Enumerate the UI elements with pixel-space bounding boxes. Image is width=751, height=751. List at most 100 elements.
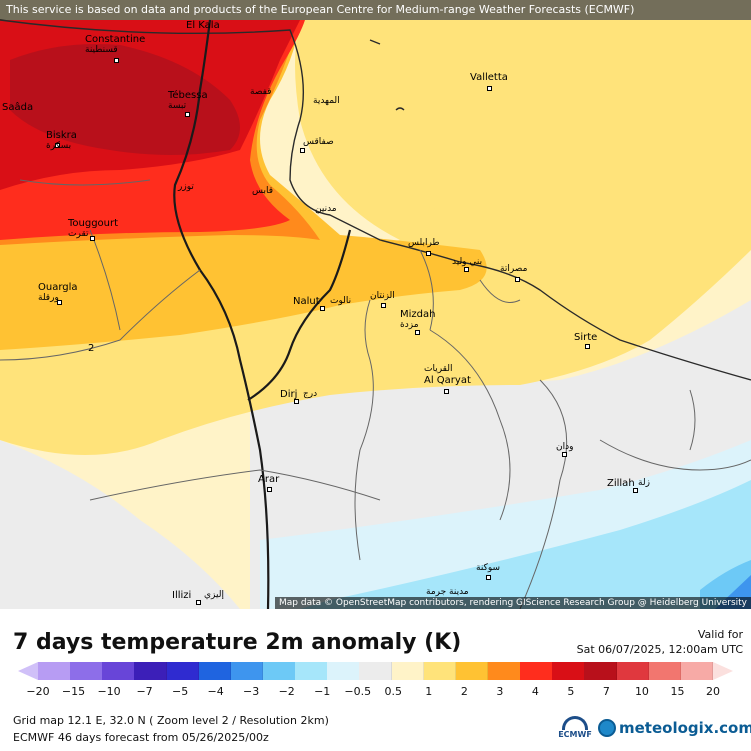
city-label-gafsa[interactable]: قفصة [250,87,272,97]
legend-tick-label: 5 [567,685,575,698]
legend-swatch [423,662,457,680]
anomaly-band-sea-yellow [310,20,751,240]
city-marker [300,148,305,153]
anomaly-band-grey-west [0,440,240,609]
legend-tick-label: 0.5 [384,685,403,698]
legend-swatch [584,662,618,680]
legend-high-cap [713,662,733,680]
city-label-zillah-ar[interactable]: زلة [638,478,650,488]
legend-tick-label: 3 [496,685,504,698]
city-label-arar[interactable]: Arar [258,474,280,485]
legend-low-cap [18,662,38,680]
ecmwf-logo[interactable]: ECMWF [555,716,595,739]
legend-swatch [70,662,103,680]
city-label-mizdah[interactable]: Mizdah مزدة [400,309,436,330]
city-marker [487,86,492,91]
grid-info: Grid map 12.1 E, 32.0 N ( Zoom level 2 /… [13,714,329,727]
legend-swatch [520,662,553,680]
city-label-nalut-ar[interactable]: نالوت [330,296,352,306]
city-marker [90,236,95,241]
legend-tick-label: −7 [136,685,153,698]
legend-swatch [166,662,200,680]
city-label-tebessa[interactable]: Tébessa تبسة [168,90,208,111]
legend-swatch [263,662,296,680]
legend-tick-label: 15 [670,685,685,698]
city-label-illizi-ar[interactable]: إليزي [204,590,224,600]
city-label-zintan[interactable]: الزنتان [370,291,395,301]
contour-label: 2 [88,343,95,354]
city-marker [585,344,590,349]
anomaly-field [0,19,751,609]
city-label-sirte[interactable]: Sirte [574,332,598,343]
legend-swatch [680,662,714,680]
city-marker [185,112,190,117]
city-marker [444,389,449,394]
ecmwf-arc-icon [562,716,588,730]
city-label-tripoli[interactable]: طرابلس [408,238,440,248]
legend-tick-label: 20 [706,685,720,698]
legend-swatch [488,662,521,680]
temperature-anomaly-map[interactable]: This service is based on data and produc… [0,0,751,609]
city-marker [426,251,431,256]
osm-attribution: Map data © OpenStreetMap contributors, r… [275,597,751,609]
city-label-sokna[interactable]: سوكنة [476,563,501,573]
anomaly-band-darkest-red [10,44,240,155]
city-marker [486,575,491,580]
city-label-tozeur[interactable]: توزر [178,182,194,192]
valid-value: Sat 06/07/2025, 12:00am UTC [576,643,743,656]
map-title: 7 days temperature 2m anomaly (K) [13,630,462,655]
city-marker [114,58,119,63]
city-marker [415,330,420,335]
city-label-zillah[interactable]: Zillah [607,478,635,489]
city-label-bani-walid[interactable]: بني وليد [452,257,483,267]
city-marker [294,399,299,404]
legend-tick-label: 10 [634,685,649,698]
city-label-misrata[interactable]: مصراتة [500,264,528,274]
anomaly-band-light-blue [300,480,751,609]
national-borders [173,19,352,609]
city-label-illizi[interactable]: Illizi [172,590,192,601]
legend-swatch [455,662,489,680]
legend-tick-label: −10 [97,685,121,698]
color-legend: −20 −15 −10 −7 −5 −4 −3 −2 −1 −0.5 0.5 1 2 3 4 5 7 10 15 20 [0,662,751,702]
legend-swatch [391,662,425,680]
valid-label: Valid for [697,628,743,641]
city-label-dirj-ar[interactable]: درج [303,389,318,399]
city-marker [562,452,567,457]
city-label-saada[interactable]: Saâda [2,102,34,113]
coastlines [0,19,751,381]
city-label-germa[interactable]: مدينة جرمة [426,587,469,597]
legend-tick-label: −20 [26,685,50,698]
city-label-valletta[interactable]: Valletta [470,72,508,83]
city-label-biskra[interactable]: Biskra بسكرة [46,130,77,151]
city-marker [196,600,201,605]
legend-swatch [616,662,650,680]
legend-tick-label: −5 [171,685,189,698]
city-label-al-qaryat[interactable]: القريات Al Qaryat [424,364,471,386]
legend-swatch [552,662,585,680]
city-label-gabes[interactable]: قابس [252,186,274,196]
city-label-touggourt[interactable]: Touggourt تقرت [68,218,119,239]
city-label-el-kala[interactable]: El Kala [186,20,220,31]
legend-tick-label: 4 [531,685,539,698]
city-label-sfax[interactable]: صفاقس [303,137,334,147]
legend-tick-label: 1 [425,685,433,698]
city-label-constantine[interactable]: Constantine قسنطينة [85,34,146,55]
city-label-waddan[interactable]: ودان [556,442,574,452]
legend-swatch [327,662,360,680]
city-marker [515,277,520,282]
legend-tick-label: −15 [61,685,86,698]
city-label-mahdia[interactable]: المهدية [313,96,340,106]
city-label-dirj[interactable]: Dirj [280,389,298,400]
ecmwf-attribution-banner: This service is based on data and produc… [0,0,751,20]
legend-tick-label: 7 [602,685,610,698]
city-label-ouargla[interactable]: Ouargla ورقلة [38,282,78,303]
legend-swatch [102,662,135,680]
legend-tick-label: −0.5 [344,685,372,698]
legend-swatch [38,662,71,680]
meteologix-logo[interactable]: meteologix.com [598,719,751,737]
city-marker [267,487,272,492]
city-label-medenine[interactable]: مدنين [315,204,337,214]
legend-swatch [295,662,328,680]
city-label-nalut[interactable]: Nalut [293,296,320,307]
